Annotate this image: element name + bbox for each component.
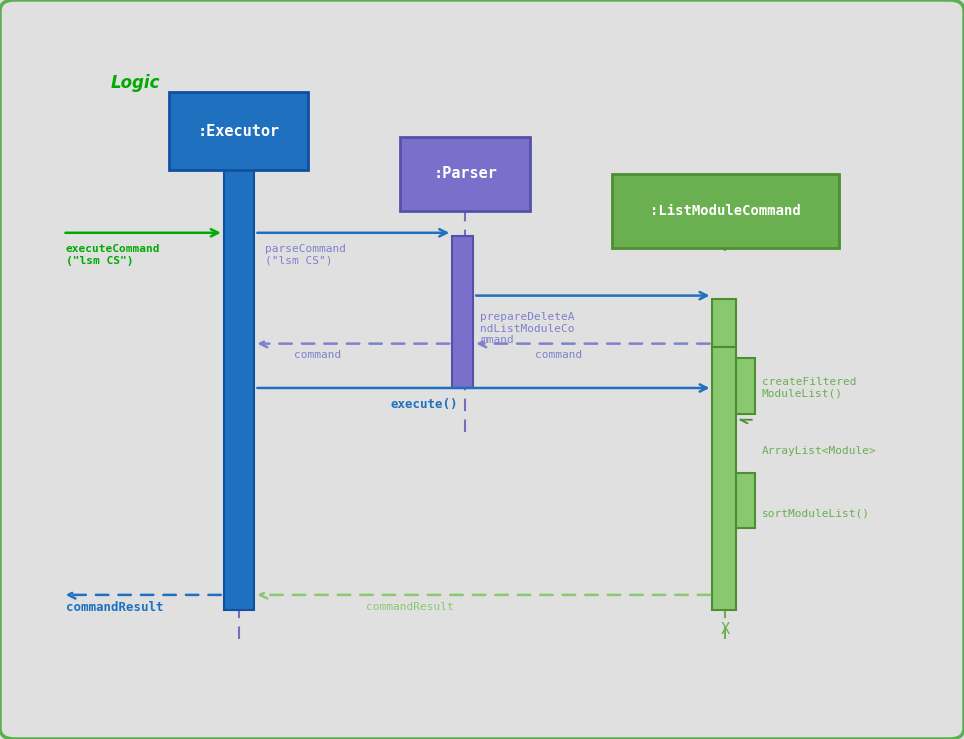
FancyArrowPatch shape <box>68 591 221 599</box>
Text: execute(): execute() <box>390 398 458 412</box>
Text: X: X <box>720 622 730 637</box>
FancyArrowPatch shape <box>479 340 710 347</box>
Bar <box>736 473 755 528</box>
Text: :ListModuleCommand: :ListModuleCommand <box>650 204 801 217</box>
Bar <box>736 358 755 414</box>
Text: prepareDeleteA
ndListModuleCo
mmand: prepareDeleteA ndListModuleCo mmand <box>480 313 575 345</box>
FancyArrowPatch shape <box>257 384 707 392</box>
FancyArrowPatch shape <box>260 340 449 347</box>
Bar <box>612 174 839 248</box>
Bar <box>169 92 308 170</box>
Text: :Executor: :Executor <box>198 123 280 139</box>
Text: commandResult: commandResult <box>66 601 163 614</box>
Text: executeCommand
("lsm CS"): executeCommand ("lsm CS") <box>66 244 160 266</box>
FancyArrowPatch shape <box>66 229 218 236</box>
Text: commandResult: commandResult <box>366 602 454 613</box>
Bar <box>452 236 473 388</box>
Text: createFiltered
ModuleList(): createFiltered ModuleList() <box>762 377 856 399</box>
Text: ArrayList<Module>: ArrayList<Module> <box>762 446 876 456</box>
Bar <box>712 299 736 347</box>
Text: :Parser: :Parser <box>433 166 497 181</box>
Text: parseCommand
("lsm CS"): parseCommand ("lsm CS") <box>265 244 346 266</box>
Text: command: command <box>535 350 582 360</box>
FancyArrowPatch shape <box>476 292 707 299</box>
Text: command: command <box>294 350 341 360</box>
Text: Logic: Logic <box>111 75 160 92</box>
Bar <box>224 170 254 610</box>
Bar <box>400 137 530 211</box>
Bar <box>712 347 736 610</box>
FancyArrowPatch shape <box>740 416 752 423</box>
FancyArrowPatch shape <box>257 229 446 236</box>
Text: sortModuleList(): sortModuleList() <box>762 508 870 519</box>
FancyArrowPatch shape <box>260 591 733 599</box>
